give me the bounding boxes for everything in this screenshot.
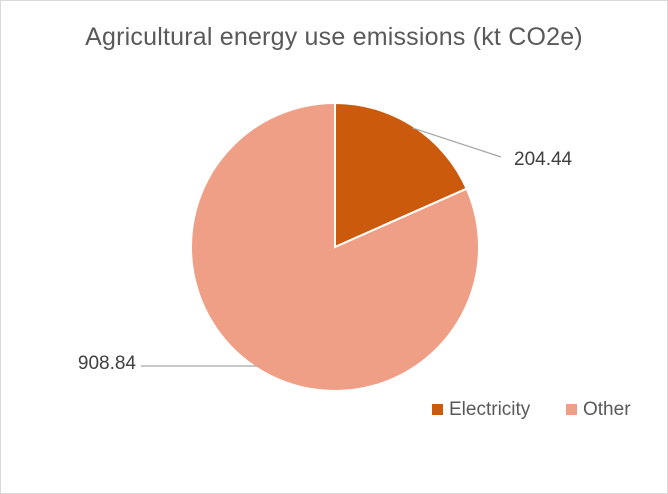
legend-label-other: Other	[583, 399, 631, 420]
pie-slice-other	[190, 101, 480, 392]
legend-swatch-other	[566, 404, 577, 415]
legend-swatch-electricity	[432, 404, 443, 415]
leader-line-electricity	[412, 127, 502, 158]
data-label-electricity: 204.44	[514, 149, 573, 170]
pie-slice-electricity	[334, 101, 468, 249]
data-label-other: 908.84	[78, 353, 137, 374]
chart-title: Agricultural energy use emissions (kt CO…	[85, 23, 583, 51]
legend-label-electricity: Electricity	[449, 399, 531, 420]
